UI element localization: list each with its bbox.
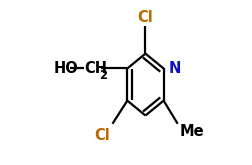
- Text: HO: HO: [54, 61, 78, 76]
- Text: Cl: Cl: [94, 128, 110, 143]
- Text: N: N: [168, 61, 180, 76]
- Text: Cl: Cl: [137, 10, 153, 25]
- Text: Me: Me: [179, 125, 203, 139]
- Text: CH: CH: [84, 61, 107, 76]
- Text: 2: 2: [99, 69, 107, 82]
